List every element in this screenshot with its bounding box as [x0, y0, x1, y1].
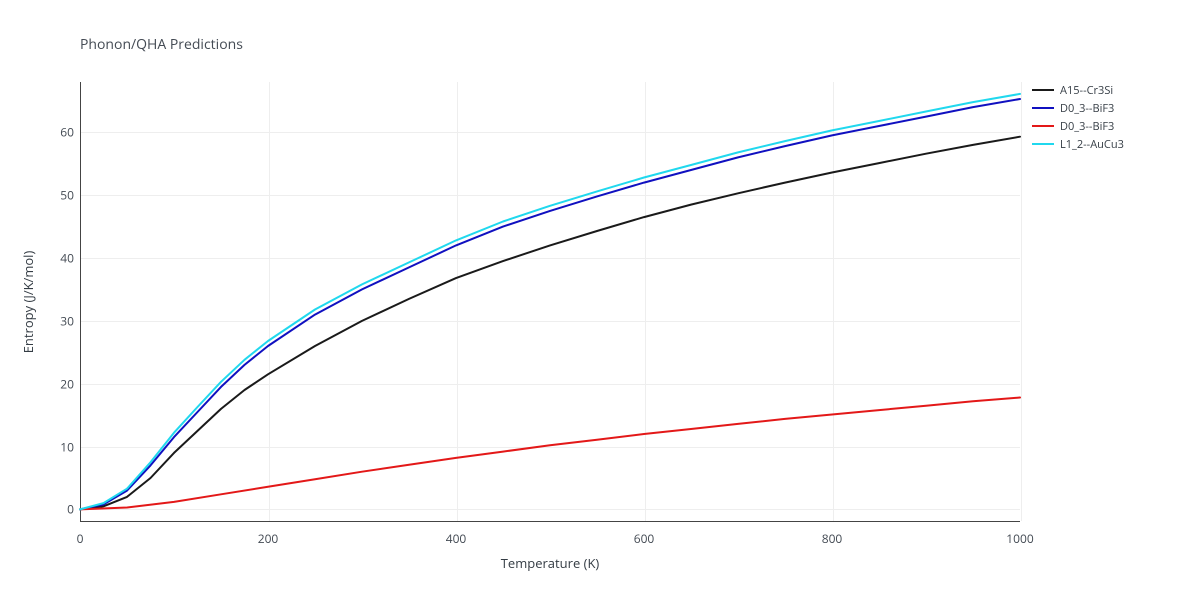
series-line[interactable] [80, 398, 1020, 510]
series-layer [0, 0, 1200, 600]
chart-container: Phonon/QHA Predictions Temperature (K) E… [0, 0, 1200, 600]
series-line[interactable] [80, 99, 1020, 509]
series-line[interactable] [80, 137, 1020, 510]
series-line[interactable] [80, 94, 1020, 510]
